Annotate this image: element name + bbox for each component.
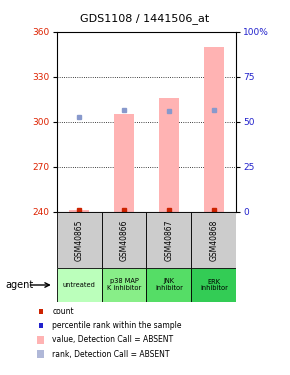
Text: GSM40865: GSM40865	[75, 219, 84, 261]
Bar	[102, 268, 146, 302]
Bar	[191, 268, 236, 302]
Text: GSM40866: GSM40866	[119, 219, 128, 261]
Bar	[57, 212, 102, 268]
Bar	[159, 98, 179, 212]
Bar	[57, 268, 102, 302]
Bar	[204, 47, 224, 212]
Bar	[114, 114, 134, 212]
Text: value, Detection Call = ABSENT: value, Detection Call = ABSENT	[52, 335, 173, 344]
Text: untreated: untreated	[63, 282, 95, 288]
Text: p38 MAP
K inhibitor: p38 MAP K inhibitor	[107, 279, 141, 291]
Bar	[102, 212, 146, 268]
Text: GSM40867: GSM40867	[164, 219, 173, 261]
Text: GSM40868: GSM40868	[209, 219, 218, 261]
Text: count: count	[52, 307, 74, 316]
Bar	[191, 212, 236, 268]
Text: rank, Detection Call = ABSENT: rank, Detection Call = ABSENT	[52, 350, 170, 358]
Text: GDS1108 / 1441506_at: GDS1108 / 1441506_at	[80, 13, 210, 24]
Bar	[146, 268, 191, 302]
Text: agent: agent	[6, 280, 34, 290]
Text: percentile rank within the sample: percentile rank within the sample	[52, 321, 182, 330]
Bar	[146, 212, 191, 268]
Text: ERK
inhibitor: ERK inhibitor	[200, 279, 228, 291]
Bar	[69, 210, 89, 212]
Text: JNK
inhibitor: JNK inhibitor	[155, 279, 183, 291]
